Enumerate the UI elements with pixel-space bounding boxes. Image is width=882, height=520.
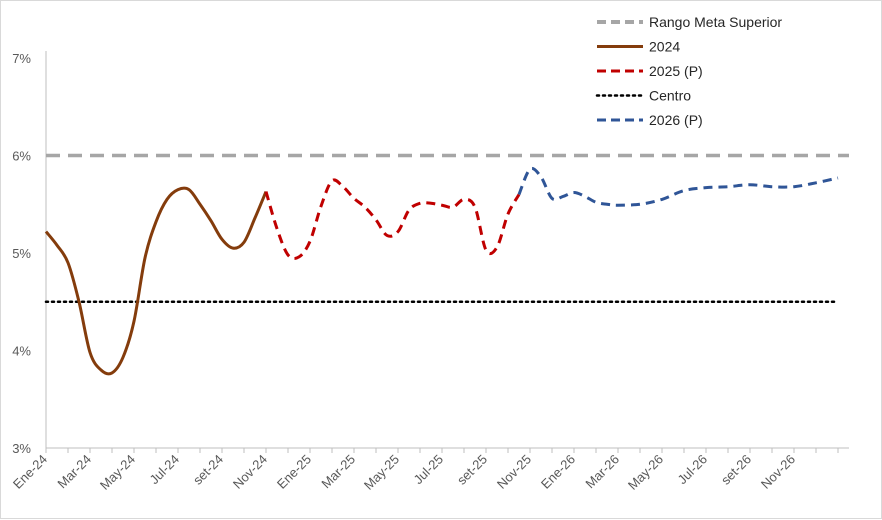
x-tick-label: Ene-25 [274,452,314,492]
x-tick-label: May-25 [361,452,402,493]
x-tick-label: Ene-26 [538,452,578,492]
x-tick-label: Nov-26 [758,452,798,492]
legend-label-2025-p: 2025 (P) [649,63,703,79]
y-tick-label: 7% [12,51,31,66]
x-tick-label: set-24 [190,452,226,488]
y-tick-label: 4% [12,344,31,359]
x-tick-label: set-25 [454,452,490,488]
x-tick-label: set-26 [718,452,754,488]
x-tick-label: Jul-25 [410,452,446,488]
x-tick-label: May-24 [97,452,138,493]
legend-label-2026-p: 2026 (P) [649,112,703,128]
x-tick-label: Nov-25 [494,452,534,492]
series-line-2026-p [517,166,839,207]
x-tick-label: Ene-24 [10,452,50,492]
y-tick-label: 3% [12,441,31,456]
x-tick-label: Jul-26 [674,452,710,488]
legend-label-rango-meta-superior: Rango Meta Superior [649,14,782,30]
x-tick-label: Nov-24 [230,452,270,492]
x-tick-label: May-26 [625,452,666,493]
x-tick-label: Jul-24 [146,452,182,488]
x-tick-label: Mar-24 [54,452,94,492]
legend-label-2024: 2024 [649,39,680,55]
legend-label-centro: Centro [649,88,691,104]
x-tick-label: Mar-26 [582,452,622,492]
y-tick-label: 6% [12,149,31,164]
series-line-2024 [44,186,268,376]
x-tick-label: Mar-25 [318,452,358,492]
y-tick-label: 5% [12,246,31,261]
series-line-2025-p [264,178,521,261]
